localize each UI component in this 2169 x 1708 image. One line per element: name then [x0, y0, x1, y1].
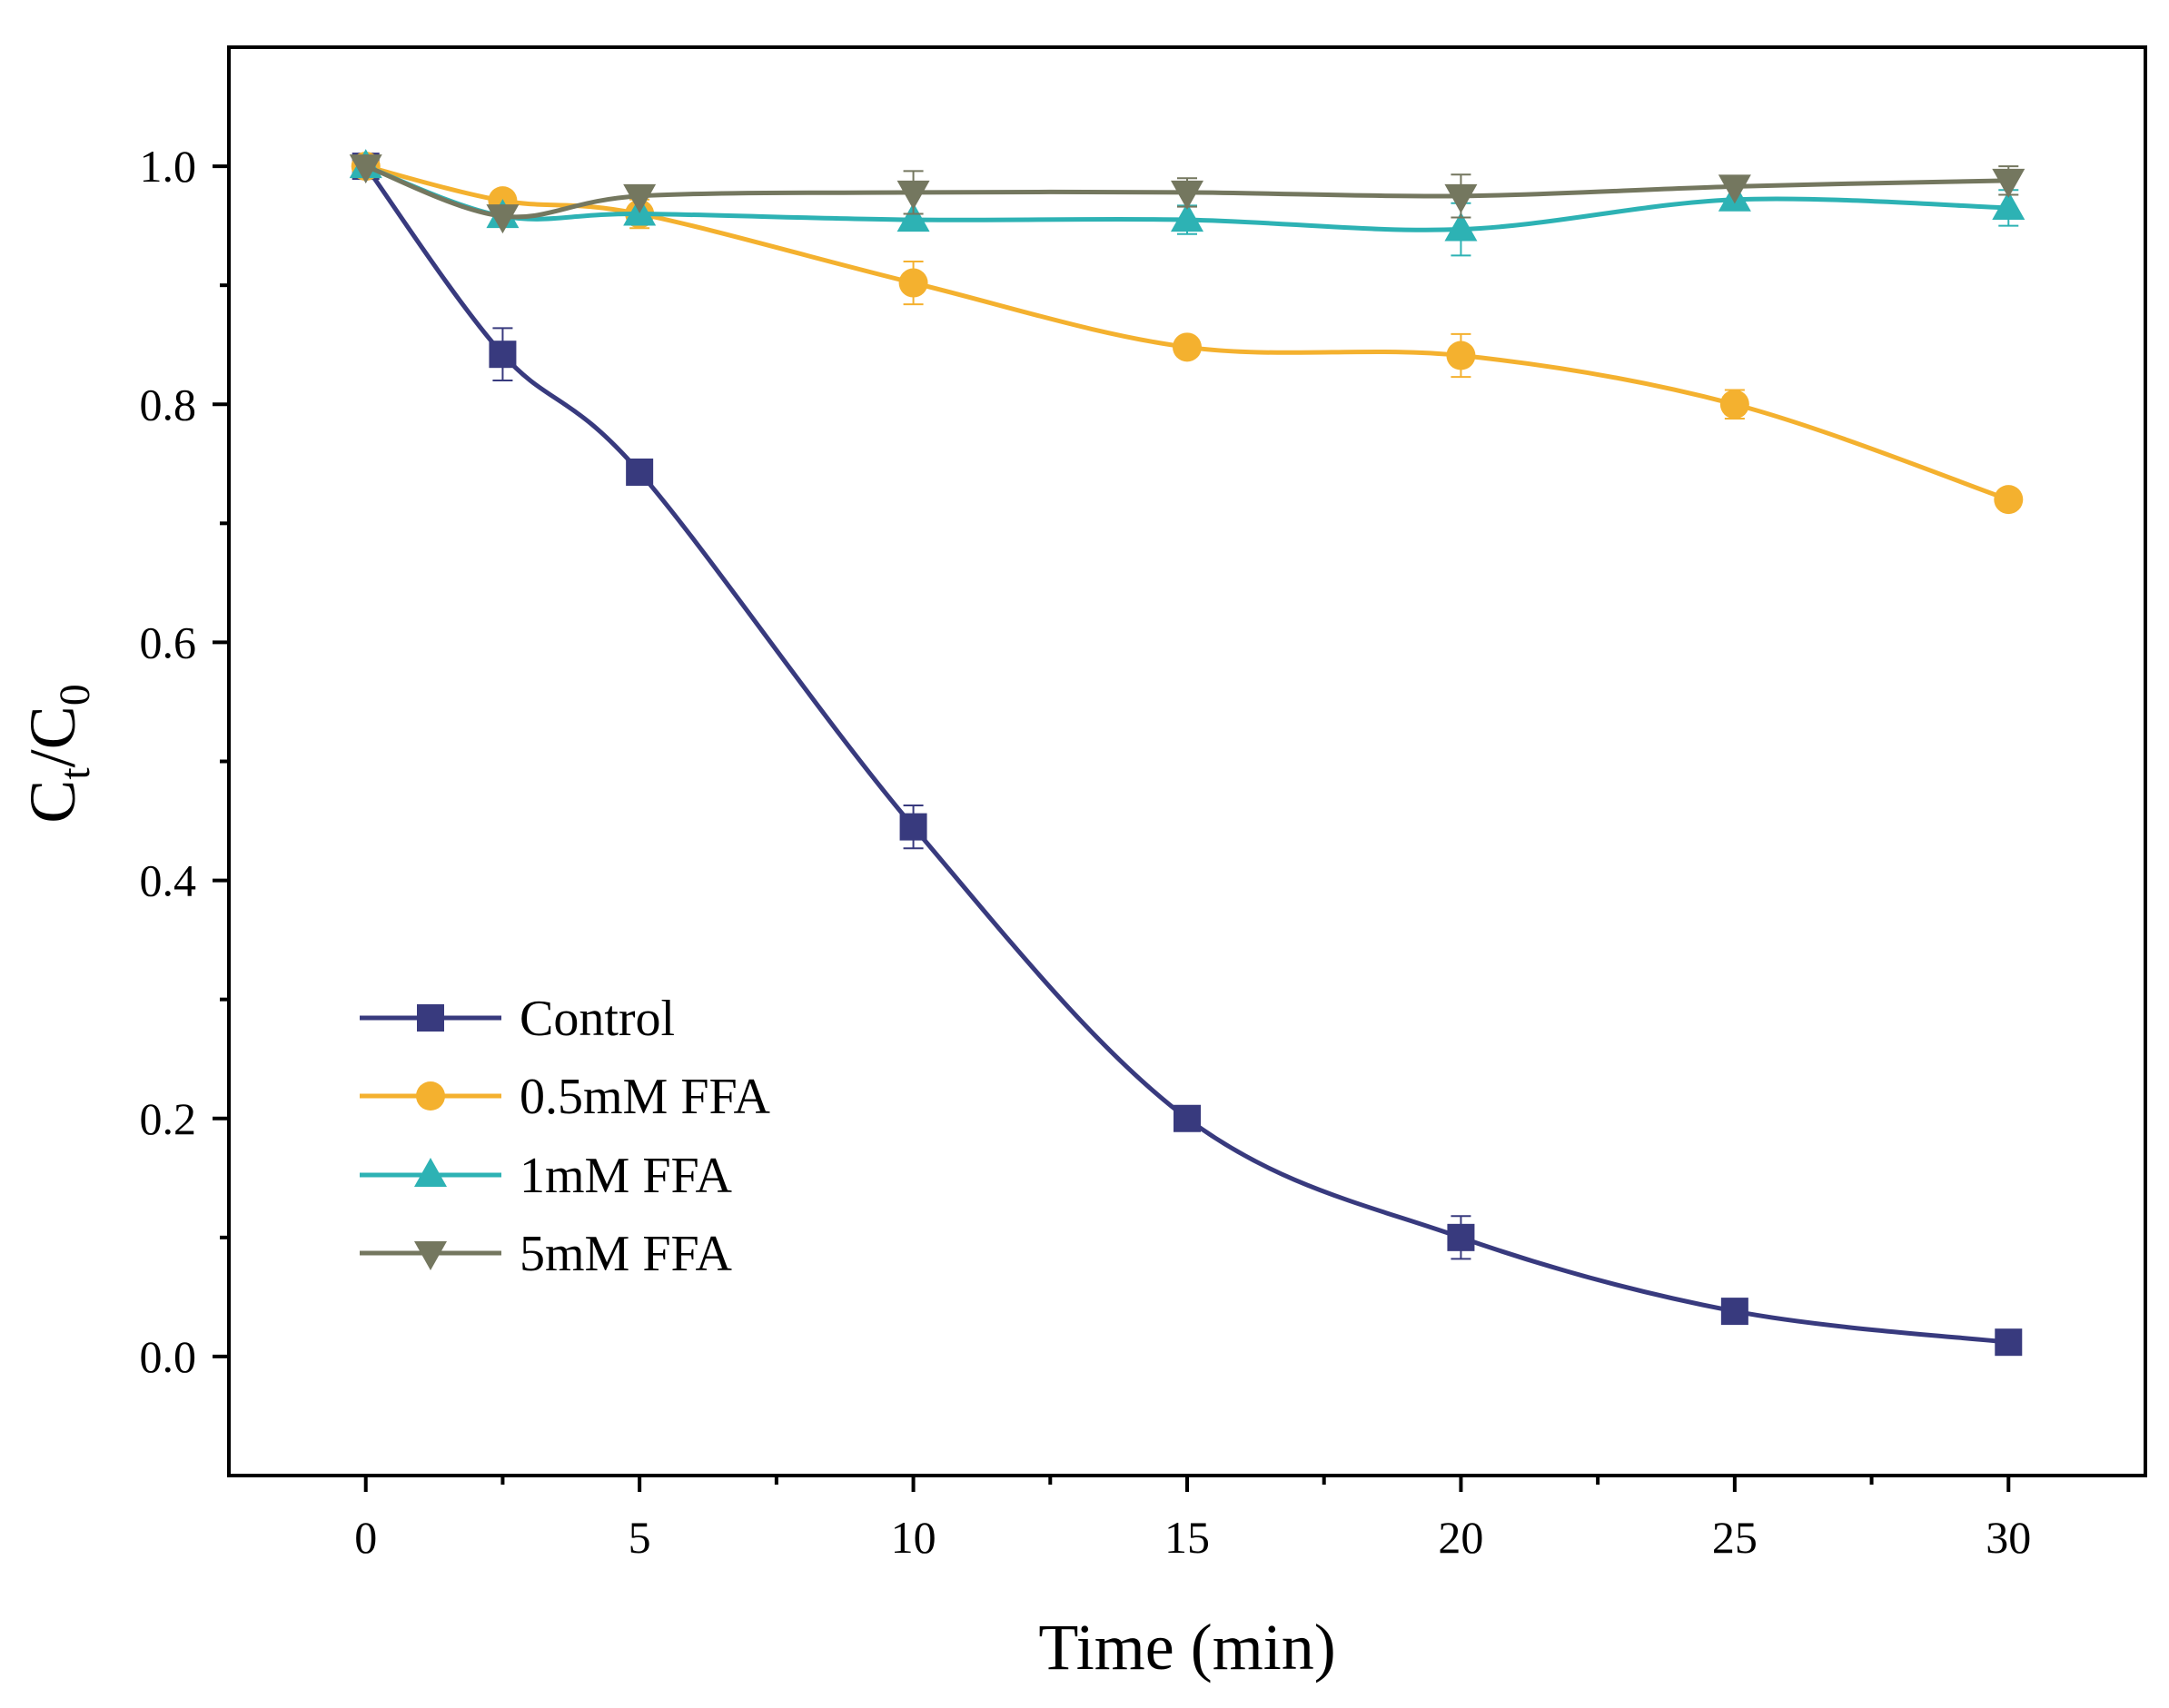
- data-point-triangle-down: [896, 180, 930, 210]
- plot-frame: [227, 45, 2147, 1477]
- legend-item-0-5mm-ffa: 0.5mM FFA: [360, 1069, 770, 1125]
- x-tick-label: 15: [1164, 1512, 1210, 1563]
- y-tick-label: 0.6: [140, 617, 197, 667]
- legend-swatch-marker: [414, 1158, 447, 1187]
- data-point-triangle-up: [1171, 202, 1203, 232]
- data-point-circle: [1446, 341, 1476, 370]
- x-tick-label: 5: [629, 1512, 651, 1563]
- data-point-triangle-up: [1992, 190, 2025, 220]
- y-tick-label: 0.2: [140, 1093, 197, 1144]
- legend: Control 0.5mM FFA 1mM FFA 5mM FFA: [360, 991, 770, 1282]
- series-5mm-ffa: [349, 154, 2025, 234]
- data-point-square: [1174, 1104, 1201, 1132]
- data-point-triangle-down: [1718, 174, 1751, 204]
- series-line: [364, 163, 2009, 220]
- data-point-triangle-down: [349, 154, 382, 184]
- y-axis-title: Ct/C0: [16, 684, 99, 823]
- y-axis-title-subscript-t: t: [51, 767, 99, 780]
- y-tick-label: 0.8: [140, 379, 197, 429]
- x-tick-label: 30: [1986, 1512, 2031, 1563]
- legend-item-1mm-ffa: 1mM FFA: [360, 1148, 732, 1204]
- data-point-triangle-up: [414, 1158, 447, 1187]
- x-tick-label: 10: [891, 1512, 936, 1563]
- plot-series: [349, 149, 2025, 1357]
- legend-label: 0.5mM FFA: [520, 1069, 770, 1125]
- data-point-circle: [898, 268, 928, 298]
- data-point-square: [899, 813, 927, 841]
- legend-label: 1mM FFA: [520, 1148, 732, 1204]
- series-line: [364, 163, 2009, 232]
- x-tick-label: 0: [354, 1512, 377, 1563]
- legend-item-5mm-ffa: 5mM FFA: [360, 1226, 732, 1282]
- axis-tick-labels: 0 5 10 15 20 25 30 0.0 0.2 0.4 0.6 0.8 1.0: [140, 141, 2032, 1563]
- data-point-triangle-down: [623, 183, 657, 213]
- x-axis-title: Time (min): [1038, 1611, 1335, 1683]
- data-point-triangle-down: [486, 204, 520, 234]
- data-point-circle: [1173, 332, 1202, 362]
- y-tick-label: 0.0: [140, 1331, 197, 1382]
- data-point-triangle-down: [1444, 183, 1478, 213]
- y-tick-label: 1.0: [140, 141, 197, 192]
- data-point-square: [626, 458, 654, 486]
- data-point-square: [1447, 1223, 1475, 1251]
- data-point-square: [489, 341, 517, 369]
- data-point-square: [417, 1004, 444, 1032]
- legend-swatch-marker: [416, 1081, 445, 1111]
- series-line: [363, 164, 2009, 1345]
- legend-swatch-marker: [417, 1004, 444, 1032]
- data-point-square: [1720, 1298, 1748, 1326]
- x-tick-label: 20: [1438, 1512, 1483, 1563]
- data-point-circle: [1719, 390, 1749, 420]
- legend-label: 5mM FFA: [520, 1226, 732, 1282]
- y-axis-title-subscript-0: 0: [51, 684, 99, 706]
- y-tick-label: 0.4: [140, 855, 197, 906]
- legend-item-control: Control: [360, 991, 675, 1047]
- legend-swatch-marker: [414, 1241, 447, 1270]
- data-point-triangle-down: [414, 1241, 447, 1270]
- data-point-circle: [1994, 485, 2024, 515]
- data-point-triangle-up: [896, 202, 930, 232]
- data-point-circle: [416, 1081, 445, 1111]
- data-point-triangle-down: [1171, 180, 1203, 210]
- data-point-triangle-up: [1444, 212, 1478, 242]
- legend-label: Control: [520, 991, 675, 1047]
- y-axis-title-slash: /C: [16, 706, 89, 767]
- x-tick-label: 25: [1712, 1512, 1758, 1563]
- data-point-square: [1995, 1328, 2023, 1357]
- y-axis-title-main: C: [16, 780, 89, 824]
- data-point-triangle-down: [1992, 168, 2025, 198]
